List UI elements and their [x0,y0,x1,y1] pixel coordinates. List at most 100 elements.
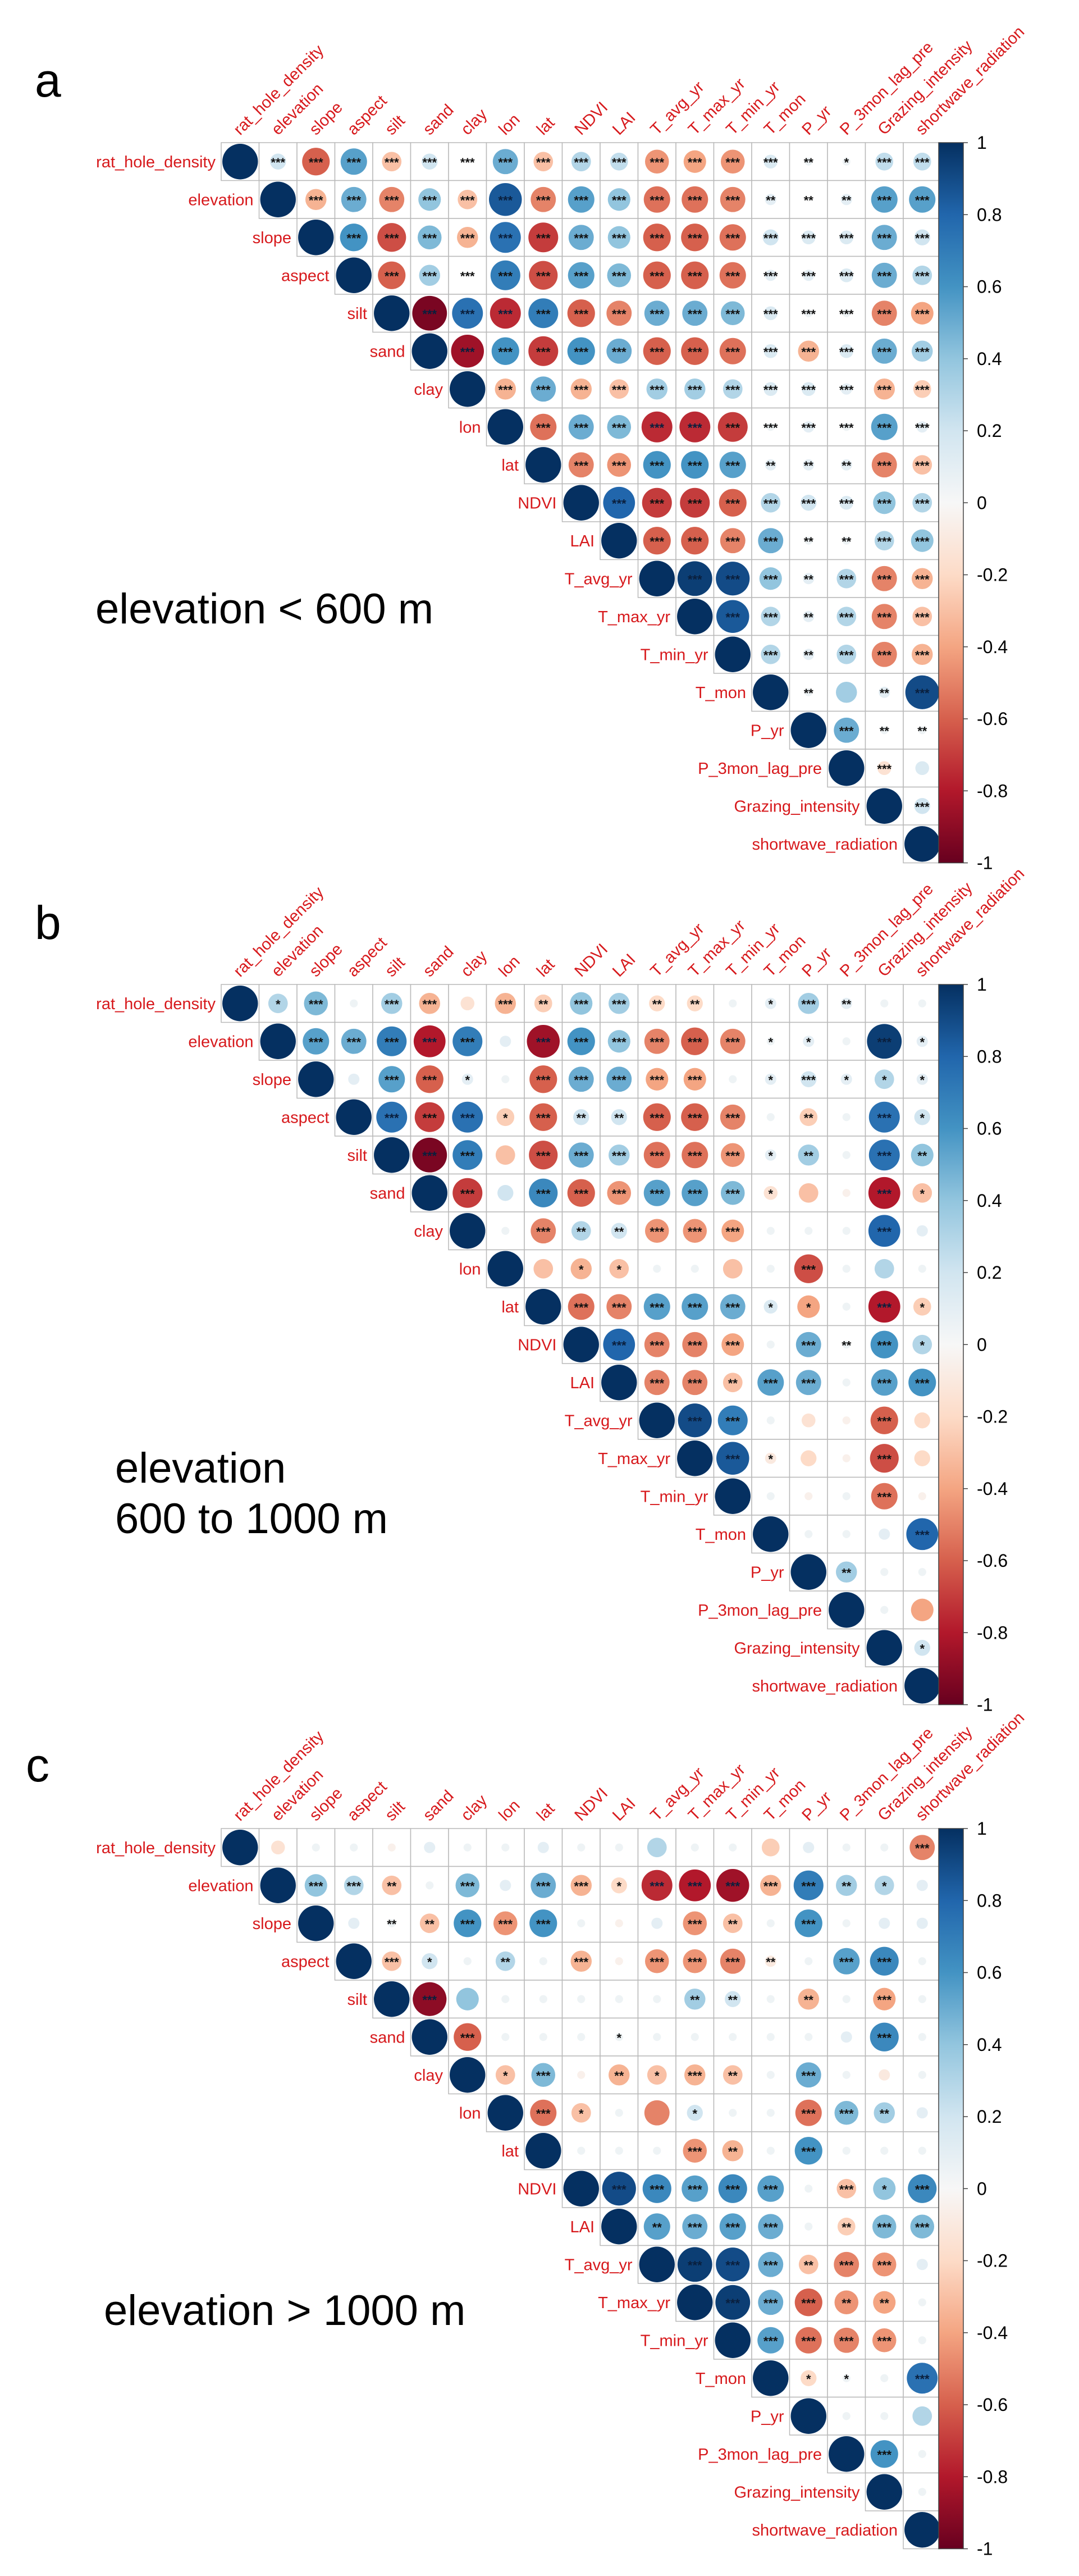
correlation-circle [677,561,712,596]
correlation-circle [644,149,669,174]
significance-mark: *** [422,1111,437,1125]
significance-mark: *** [688,1073,702,1087]
correlation-circle [909,1835,935,1861]
correlation-circle [340,224,368,252]
significance-mark: *** [536,1073,551,1087]
correlation-circle [765,1955,776,1967]
correlation-circle [918,2488,926,2496]
significance-mark: *** [650,2182,664,2196]
panel-annotation: elevation [115,1444,286,1492]
significance-mark: *** [688,1955,702,1969]
correlation-circle [533,1259,554,1279]
significance-mark: *** [536,156,551,170]
correlation-circle [413,1982,447,2016]
significance-mark: *** [460,1149,475,1163]
correlation-circle [601,1365,637,1401]
significance-mark: ** [652,2221,662,2235]
correlation-circle [795,1332,821,1357]
correlation-circle [801,2370,817,2386]
correlation-circle [490,298,521,329]
significance-mark: *** [650,1111,664,1125]
significance-mark: *** [536,383,551,397]
correlation-circle [646,378,668,400]
significance-mark: *** [650,1301,664,1315]
correlation-circle [643,1103,671,1131]
correlation-circle [646,1068,669,1091]
correlation-circle [842,1378,851,1387]
correlation-circle [871,225,897,250]
significance-mark: *** [725,156,740,170]
correlation-circle [268,993,288,1014]
correlation-circle [577,1843,586,1852]
correlation-circle [911,529,934,552]
correlation-circle [839,268,854,282]
significance-mark: *** [688,2145,702,2159]
row-label: sand [370,343,405,361]
colorbar-tick-label: 0.8 [977,204,1002,225]
correlation-circle [763,154,778,169]
significance-mark: *** [877,1301,891,1315]
colorbar: 1 0.8 0.6 0.4 0.2 0 -0.2 -0.4 -0.6 -0.8 -1 [938,1818,1008,2559]
significance-mark: *** [915,383,930,397]
correlation-circle [871,1483,898,1510]
row-label: elevation [188,1877,253,1895]
row-label: aspect [281,1953,329,1971]
correlation-circle [570,1258,592,1280]
significance-mark: *** [839,610,854,624]
correlation-circle [534,994,552,1013]
correlation-circle [413,1025,446,1057]
correlation-circle [610,152,628,171]
significance-mark: *** [725,269,740,283]
correlation-circle [298,220,334,256]
significance-mark: *** [460,269,475,283]
correlation-circle [840,997,852,1009]
correlation-circle [606,1066,632,1092]
correlation-circle [615,1919,623,1927]
significance-mark: *** [574,1301,588,1315]
correlation-circle [682,1179,708,1206]
significance-mark: *** [688,193,702,207]
correlation-circle [757,2175,784,2202]
significance-mark: *** [574,1955,588,1969]
correlation-circle [803,1841,815,1853]
correlation-circle [336,257,372,293]
significance-mark: *** [422,193,437,207]
correlation-circle [803,610,815,622]
correlation-circle [644,2100,670,2126]
significance-mark: ** [425,1917,435,1931]
significance-mark: *** [725,345,740,359]
correlation-circle [874,1259,894,1279]
significance-mark: *** [839,496,854,510]
significance-mark: ** [842,535,852,549]
correlation-circle [683,1949,707,1973]
significance-mark: *** [725,2258,740,2272]
correlation-circle [568,1066,594,1092]
significance-mark: *** [877,1187,891,1201]
correlation-circle [615,2033,623,2041]
significance-mark: *** [801,2107,816,2121]
significance-mark: *** [877,762,891,776]
correlation-circle [911,302,934,325]
correlation-circle [644,1949,669,1973]
correlation-circle [834,717,859,743]
row-label: LAI [570,532,595,550]
row-label: LAI [570,2218,595,2236]
correlation-circle [914,1450,930,1466]
correlation-circle [537,1841,549,1853]
correlation-circle [880,1606,889,1614]
significance-mark: *** [422,1073,437,1087]
significance-mark: *** [763,307,778,321]
row-label: aspect [281,267,329,285]
correlation-circle [567,1179,595,1207]
significance-mark: *** [915,610,930,624]
significance-mark: ** [501,1955,511,1969]
correlation-circle [642,2174,671,2203]
significance-mark: ** [917,1149,927,1163]
correlation-circle [911,1598,934,1621]
significance-mark: *** [915,231,930,245]
row-label: NDVI [518,2180,556,2198]
significance-mark: ** [690,1993,700,2007]
correlation-circle [871,604,897,630]
correlation-circle [639,560,675,596]
correlation-circle [904,1668,940,1704]
